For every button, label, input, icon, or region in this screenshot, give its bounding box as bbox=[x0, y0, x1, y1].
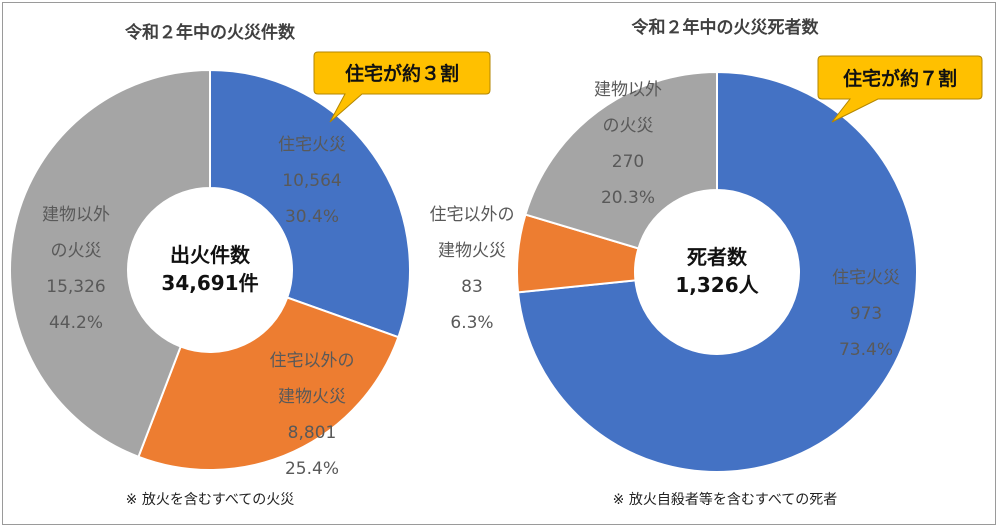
chart-2-center-total: 1,326人 bbox=[675, 273, 759, 297]
chart-2-callout-text: 住宅が約７割 bbox=[843, 67, 957, 90]
chart-1-slice-2-label: 住宅以外の bbox=[270, 351, 355, 371]
chart-2-slice-1-value: 973 bbox=[850, 304, 882, 324]
chart-1-callout-text: 住宅が約３割 bbox=[345, 62, 459, 85]
chart-2-center-hole bbox=[635, 190, 799, 354]
chart-2-slice-3-percent: 20.3% bbox=[601, 188, 655, 208]
chart-1-title: 令和２年中の火災件数 bbox=[125, 22, 296, 43]
chart-1-slice-2-percent: 25.4% bbox=[285, 459, 339, 479]
chart-1-note: ※ 放火を含むすべての火災 bbox=[126, 492, 295, 508]
chart-1-slice-2-label: 建物火災 bbox=[278, 387, 346, 407]
chart-2-center-label: 死者数 bbox=[687, 245, 748, 269]
chart-1-slice-1-label: 住宅火災 bbox=[278, 135, 346, 155]
chart-2-slice-3 bbox=[524, 70, 718, 250]
chart-2-slice-2-label: 住宅以外の bbox=[430, 205, 515, 225]
chart-2-callout: 住宅が約７割 bbox=[817, 55, 983, 123]
chart-1-center-label: 出火件数 bbox=[170, 243, 251, 267]
chart-1-slice-3-percent: 44.2% bbox=[49, 313, 103, 333]
chart-2-slice-3-label: の火災 bbox=[603, 116, 654, 136]
chart-2-slice-2-label: 建物火災 bbox=[438, 241, 506, 261]
chart-1-slice-3-label: 建物以外 bbox=[42, 205, 110, 225]
chart-1-center-hole bbox=[128, 188, 292, 352]
chart-2-slice-2-value: 83 bbox=[461, 277, 483, 297]
chart-2-slice-1-label: 住宅火災 bbox=[832, 268, 900, 288]
chart-1-slice-3-label: の火災 bbox=[51, 241, 102, 261]
chart-2-slice-1-percent: 73.4% bbox=[839, 340, 893, 360]
chart-1-callout: 住宅が約３割 bbox=[313, 51, 491, 123]
chart-2-note: ※ 放火自殺者等を含むすべての死者 bbox=[613, 491, 838, 508]
chart-1-center-total: 34,691件 bbox=[161, 271, 258, 295]
chart-2-slice-3-label: 建物以外 bbox=[594, 80, 662, 100]
chart-1-slice-1-percent: 30.4% bbox=[285, 207, 339, 227]
chart-2-slice-3-value: 270 bbox=[612, 152, 644, 172]
chart-1-slice-3-value: 15,326 bbox=[46, 277, 105, 297]
chart-1-slice-1-value: 10,564 bbox=[282, 171, 341, 191]
chart-2-title: 令和２年中の火災死者数 bbox=[632, 17, 820, 38]
chart-2-slice-2-percent: 6.3% bbox=[450, 313, 493, 333]
chart-1-slice-2-value: 8,801 bbox=[288, 423, 337, 443]
